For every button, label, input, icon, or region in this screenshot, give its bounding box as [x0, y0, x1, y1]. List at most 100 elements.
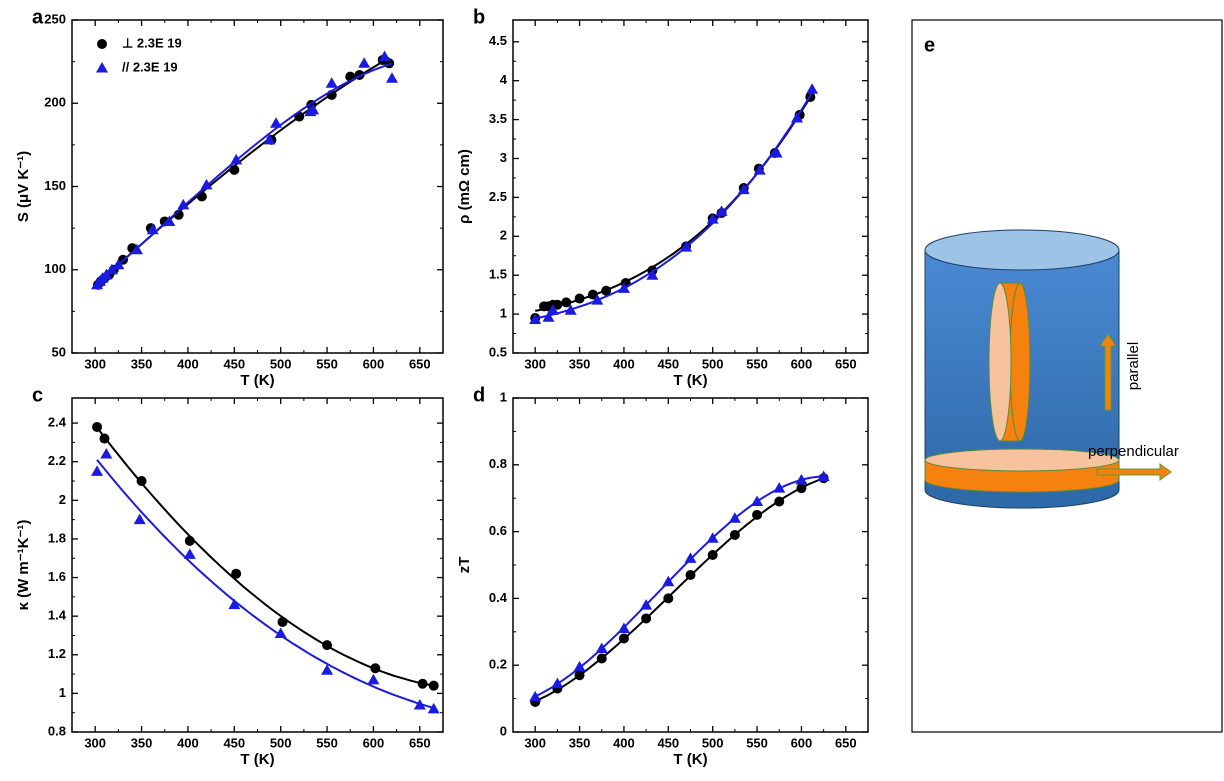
legend-label: ⊥ 2.3E 19 [122, 35, 182, 50]
x-tick-label: 500 [702, 735, 724, 750]
data-point [706, 213, 719, 224]
data-point [729, 529, 740, 540]
data-point [130, 243, 143, 255]
data-point [378, 50, 391, 62]
x-tick-label: 400 [177, 735, 199, 750]
data-point [774, 496, 785, 507]
data-point [184, 535, 195, 546]
data-point [529, 690, 542, 702]
vertical-disc-face [988, 282, 1012, 442]
data-point [601, 285, 612, 296]
data-point [751, 495, 764, 507]
data-point [551, 677, 564, 689]
data-point [263, 133, 276, 145]
chart-panel: d 300 350 400 450 500 550 600 650 0 0.2 0.4 0.6 0.8 1 T… [456, 384, 869, 768]
panel-label: d [473, 384, 485, 406]
legend-marker [97, 39, 107, 49]
chart-panel: a 300 350 400 450 500 550 600 650 50 100 150 200 250 T… [15, 6, 444, 389]
data-point [795, 473, 808, 485]
data-point [370, 663, 381, 674]
data-point [646, 269, 659, 280]
x-tick-label: 350 [569, 735, 591, 750]
data-point [163, 215, 176, 226]
data-point [680, 241, 693, 252]
x-tick-label: 300 [84, 356, 106, 371]
plot-frame [512, 397, 869, 733]
x-tick-label: 350 [131, 735, 153, 750]
data-point [561, 297, 572, 308]
y-tick-label: 1.4 [48, 608, 67, 623]
data-point [640, 599, 653, 610]
y-tick-label: 1 [500, 389, 507, 404]
y-tick-label: 3 [500, 150, 507, 165]
y-tick-label: 1.8 [48, 530, 66, 545]
data-point [595, 642, 608, 653]
fit-curve [96, 426, 434, 687]
x-tick-label: 650 [835, 735, 857, 750]
data-point [133, 513, 146, 525]
data-point [231, 568, 242, 579]
data-point [307, 103, 320, 115]
data-point [100, 447, 113, 459]
y-tick-label: 0 [500, 723, 507, 738]
data-point [196, 191, 207, 202]
data-point [413, 698, 426, 710]
data-point [737, 183, 750, 195]
arrow-right [1096, 463, 1172, 481]
vertical-disc-back [1009, 282, 1031, 442]
x-tick-label: 300 [524, 356, 546, 371]
data-point [322, 640, 333, 651]
data-point [617, 622, 630, 633]
y-tick-label: 2.4 [48, 415, 67, 430]
x-tick-label: 450 [223, 735, 245, 750]
x-tick-label: 650 [409, 735, 431, 750]
data-point [229, 164, 240, 175]
y-tick-label: 0.2 [489, 657, 507, 672]
y-tick-label: 2 [59, 492, 66, 507]
data-point [574, 670, 585, 681]
y-tick-label: 1.6 [48, 569, 66, 584]
data-point [112, 258, 125, 270]
data-point [274, 627, 287, 639]
x-tick-label: 600 [363, 356, 385, 371]
x-tick-label: 650 [409, 356, 431, 371]
x-tick-label: 300 [524, 735, 546, 750]
y-tick-label: 0.5 [489, 344, 507, 359]
data-point [591, 294, 604, 305]
data-point [552, 299, 563, 310]
horizontal-disc-face [924, 448, 1120, 472]
data-point [183, 548, 196, 559]
x-tick-label: 500 [270, 735, 292, 750]
x-tick-label: 450 [223, 356, 245, 371]
data-point [715, 205, 728, 216]
y-tick-label: 1.2 [48, 646, 66, 661]
x-tick-label: 600 [791, 735, 813, 750]
y-axis-title: ρ (mΩ cm) [456, 149, 473, 224]
data-point [529, 313, 542, 325]
data-point [358, 57, 371, 68]
data-point [791, 112, 803, 123]
x-tick-label: 400 [177, 356, 199, 371]
x-tick-label: 500 [702, 356, 724, 371]
x-tick-label: 500 [270, 356, 292, 371]
y-axis-title: zT [456, 557, 473, 574]
data-point [91, 465, 104, 476]
x-tick-label: 400 [613, 735, 635, 750]
data-point [641, 613, 652, 624]
data-point [770, 147, 783, 158]
y-tick-label: 2.2 [48, 453, 66, 468]
data-point [417, 678, 428, 689]
legend-marker [96, 62, 108, 73]
y-tick-label: 4.5 [489, 33, 507, 48]
x-axis-title: T (K) [240, 751, 274, 768]
y-tick-label: 3.5 [489, 111, 507, 126]
data-point [270, 117, 283, 128]
data-point [596, 653, 607, 664]
x-tick-label: 350 [131, 356, 153, 371]
x-tick-label: 600 [791, 356, 813, 371]
y-tick-label: 250 [44, 11, 66, 26]
data-point [663, 593, 674, 604]
y-tick-label: 1.5 [489, 267, 507, 282]
data-point [427, 702, 440, 714]
